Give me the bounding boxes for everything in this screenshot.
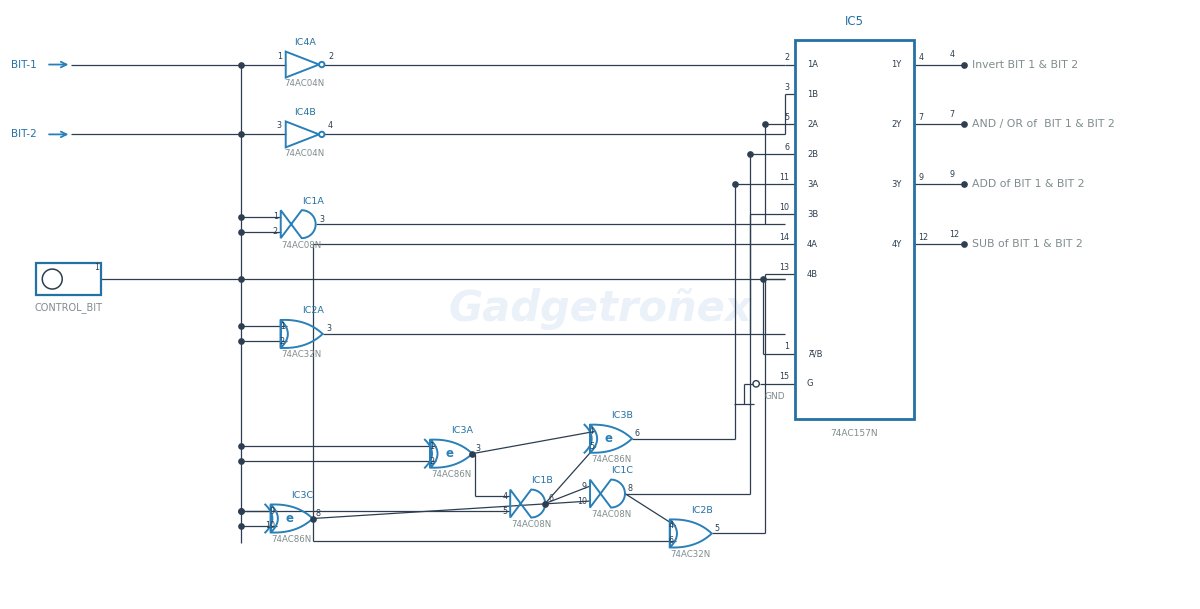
- Text: 9: 9: [949, 170, 954, 179]
- Text: 4: 4: [589, 427, 594, 435]
- Text: 15: 15: [780, 372, 790, 381]
- Text: 9: 9: [582, 482, 587, 491]
- Text: 9: 9: [270, 507, 275, 516]
- Text: 14: 14: [780, 233, 790, 242]
- Text: 3B: 3B: [806, 209, 818, 219]
- Text: 12: 12: [918, 233, 929, 242]
- Text: IC1C: IC1C: [611, 466, 632, 475]
- Text: 4B: 4B: [806, 270, 818, 278]
- Text: 6: 6: [635, 429, 640, 438]
- Text: 74AC86N: 74AC86N: [590, 455, 631, 464]
- Text: 9: 9: [918, 173, 923, 182]
- Text: 6: 6: [785, 143, 790, 152]
- Text: 3: 3: [277, 121, 282, 130]
- Text: 4: 4: [328, 121, 332, 130]
- Text: 5: 5: [502, 507, 508, 516]
- Text: IC1A: IC1A: [301, 197, 324, 206]
- Text: IC4A: IC4A: [294, 38, 316, 47]
- Text: Gadgetroñex: Gadgetroñex: [448, 288, 752, 330]
- Text: 74AC32N: 74AC32N: [282, 350, 322, 359]
- Text: 5: 5: [715, 524, 720, 533]
- Text: 74AC08N: 74AC08N: [590, 510, 631, 519]
- Text: A̅/B: A̅/B: [809, 350, 823, 358]
- Text: 13: 13: [780, 262, 790, 272]
- Text: 3: 3: [319, 215, 324, 224]
- Text: IC5: IC5: [845, 15, 864, 28]
- Text: 7: 7: [918, 113, 923, 122]
- Text: G: G: [806, 379, 812, 389]
- Text: 3: 3: [326, 325, 331, 334]
- Text: e: e: [445, 447, 454, 460]
- Text: 4: 4: [949, 50, 954, 59]
- Text: 3Y: 3Y: [892, 180, 901, 189]
- Text: BIT-2: BIT-2: [11, 129, 36, 139]
- Text: 11: 11: [780, 173, 790, 182]
- Text: 3: 3: [785, 83, 790, 92]
- Text: 1Y: 1Y: [892, 60, 901, 69]
- Text: GND: GND: [764, 392, 785, 401]
- Text: Invert BIT 1 & BIT 2: Invert BIT 1 & BIT 2: [972, 60, 1079, 69]
- Bar: [36, 263, 101, 295]
- Text: 2: 2: [328, 52, 334, 60]
- Text: 2: 2: [280, 337, 284, 346]
- Text: 2B: 2B: [806, 150, 818, 159]
- Text: IC3A: IC3A: [451, 426, 473, 435]
- Text: 2: 2: [272, 227, 277, 236]
- Text: 10: 10: [577, 496, 587, 505]
- Text: 2: 2: [785, 53, 790, 62]
- Text: IC3B: IC3B: [611, 411, 632, 420]
- Text: 1A: 1A: [808, 60, 818, 69]
- Text: 74AC86N: 74AC86N: [431, 470, 472, 479]
- Text: 74AC86N: 74AC86N: [271, 535, 312, 544]
- Text: 1: 1: [94, 262, 100, 272]
- Text: 74AC04N: 74AC04N: [284, 79, 325, 88]
- Text: IC2A: IC2A: [301, 306, 324, 315]
- Text: 5: 5: [589, 442, 594, 451]
- Text: 1: 1: [272, 212, 277, 221]
- Text: 5: 5: [785, 113, 790, 122]
- Text: 4A: 4A: [808, 239, 818, 248]
- Text: 7: 7: [949, 110, 954, 119]
- Text: 2: 2: [430, 457, 434, 466]
- Text: 10: 10: [780, 203, 790, 212]
- Text: SUB of BIT 1 & BIT 2: SUB of BIT 1 & BIT 2: [972, 239, 1082, 249]
- Text: e: e: [286, 512, 294, 525]
- Text: 4: 4: [918, 53, 923, 62]
- Bar: [794, 40, 914, 419]
- Text: 4: 4: [668, 521, 674, 530]
- Text: 12: 12: [949, 230, 959, 239]
- Text: 8: 8: [628, 484, 632, 493]
- Text: 4Y: 4Y: [892, 239, 901, 248]
- Text: ADD of BIT 1 & BIT 2: ADD of BIT 1 & BIT 2: [972, 179, 1085, 189]
- Text: 74AC04N: 74AC04N: [284, 149, 325, 158]
- Text: 1: 1: [785, 342, 790, 351]
- Text: 74AC32N: 74AC32N: [671, 550, 710, 559]
- Text: BIT-1: BIT-1: [11, 60, 36, 69]
- Text: 3A: 3A: [806, 180, 818, 189]
- Text: 8: 8: [316, 509, 320, 518]
- Text: 6: 6: [548, 494, 553, 503]
- Text: 74AC08N: 74AC08N: [282, 241, 322, 250]
- Text: 1B: 1B: [806, 90, 818, 99]
- Text: 6: 6: [668, 537, 674, 546]
- Text: 1: 1: [277, 52, 282, 60]
- Text: e: e: [605, 432, 613, 445]
- Text: 2Y: 2Y: [892, 120, 901, 129]
- Text: 4: 4: [503, 491, 508, 501]
- Text: 74AC08N: 74AC08N: [511, 520, 551, 529]
- Text: 3: 3: [475, 444, 480, 453]
- Text: 10: 10: [265, 521, 275, 530]
- Text: CONTROL_BIT: CONTROL_BIT: [35, 303, 102, 314]
- Text: IC2B: IC2B: [691, 506, 713, 515]
- Text: 1: 1: [430, 442, 434, 451]
- Text: IC3C: IC3C: [292, 491, 313, 500]
- Text: IC4B: IC4B: [294, 108, 316, 117]
- Text: 74AC157N: 74AC157N: [830, 429, 878, 438]
- Text: IC1B: IC1B: [532, 476, 553, 485]
- Text: AND / OR of  BIT 1 & BIT 2: AND / OR of BIT 1 & BIT 2: [972, 119, 1115, 129]
- Text: 1: 1: [280, 322, 284, 331]
- Text: 2A: 2A: [808, 120, 818, 129]
